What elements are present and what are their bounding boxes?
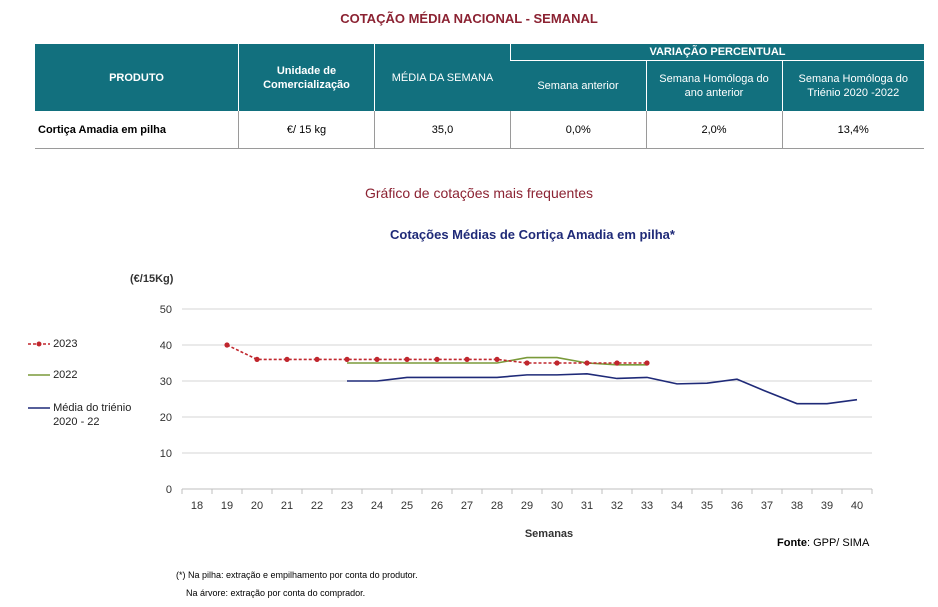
x-tick-label: 39 <box>821 500 833 512</box>
data-point <box>224 342 230 348</box>
data-point <box>494 356 500 362</box>
source-label: Fonte <box>777 537 807 549</box>
legend-swatch-2022 <box>28 374 50 376</box>
page-title: COTAÇÃO MÉDIA NACIONAL - SEMANAL <box>340 11 598 26</box>
data-point <box>404 356 410 362</box>
x-tick-label: 28 <box>491 500 503 512</box>
header-variacao: VARIAÇÃO PERCENTUAL <box>510 44 924 61</box>
x-tick-label: 34 <box>671 500 683 512</box>
series-line-1 <box>347 356 647 366</box>
x-tick-label: 21 <box>281 500 293 512</box>
data-point <box>344 356 350 362</box>
header-homologa-trienio: Semana Homóloga do Triénio 2020 -2022 <box>781 60 924 111</box>
x-tick-label: 29 <box>521 500 533 512</box>
series-line-2 <box>347 372 858 405</box>
x-tick-label: 40 <box>851 500 863 512</box>
legend-item-media-trienio: Média do triénio 2020 - 22 <box>28 401 148 429</box>
data-point <box>374 356 380 362</box>
footnote-arvore: Na árvore: extração por conta do comprad… <box>186 588 366 598</box>
y-tick-label: 10 <box>160 448 172 460</box>
legend-item-2022: 2022 <box>28 369 78 381</box>
data-point <box>284 356 290 362</box>
legend-label-2022: 2022 <box>53 369 78 381</box>
y-tick-label: 40 <box>160 340 172 352</box>
x-tick-label: 37 <box>761 500 773 512</box>
line-chart: 0 10 20 30 40 50 18 19 20 21 22 23 24 25 26 27 28 29 30 31 3… <box>130 273 873 540</box>
x-tick-label: 32 <box>611 500 623 512</box>
cell-semana-anterior: 0,0% <box>510 111 646 149</box>
cell-unidade: €/ 15 kg <box>238 111 375 149</box>
x-tick-label: 31 <box>581 500 593 512</box>
y-tick-label: 30 <box>160 376 172 388</box>
x-axis-label: Semanas <box>525 528 573 540</box>
legend-swatch-media-trienio <box>28 407 50 409</box>
header-unidade: Unidade de Comercialização <box>238 44 375 111</box>
x-tick-label: 22 <box>311 500 323 512</box>
section-title: Gráfico de cotações mais frequentes <box>364 185 593 201</box>
x-tick-label: 19 <box>221 500 233 512</box>
header-semana-anterior: Semana anterior <box>510 60 646 111</box>
x-tick-label: 38 <box>791 500 803 512</box>
x-tick-label: 27 <box>461 500 473 512</box>
data-point <box>614 360 620 366</box>
cell-produto: Cortiça Amadia em pilha <box>35 111 239 149</box>
legend-label-2023: 2023 <box>53 338 78 350</box>
header-produto: PRODUTO <box>35 44 239 111</box>
data-point <box>644 360 650 366</box>
y-axis-label: (€/15Kg) <box>130 273 174 285</box>
x-tick-label: 20 <box>251 500 263 512</box>
legend-label-media-trienio: Média do triénio 2020 - 22 <box>53 402 132 428</box>
x-tick-label: 23 <box>341 500 353 512</box>
x-tick-label: 24 <box>371 500 383 512</box>
x-tick-label: 30 <box>551 500 563 512</box>
y-tick-label: 0 <box>166 484 172 496</box>
data-point <box>434 356 440 362</box>
x-tick-label: 36 <box>731 500 743 512</box>
cell-homologa-ano: 2,0% <box>645 111 782 149</box>
footnote-pilha: (*) Na pilha: extração e empilhamento po… <box>176 570 418 580</box>
legend-swatch-2023 <box>28 341 50 347</box>
source-value: : GPP/ SIMA <box>806 537 870 549</box>
data-point <box>554 360 560 366</box>
y-tick-label: 50 <box>160 304 172 316</box>
data-point <box>524 360 530 366</box>
cell-media: 35,0 <box>374 111 511 149</box>
y-tick-label: 20 <box>160 412 172 424</box>
cell-homologa-trienio: 13,4% <box>781 111 924 149</box>
table-row: Cortiça Amadia em pilha €/ 15 kg 35,0 0,… <box>35 111 924 149</box>
header-media: MÉDIA DA SEMANA <box>374 44 511 111</box>
x-tick-label: 26 <box>431 500 443 512</box>
x-tick-label: 18 <box>191 500 203 512</box>
x-tick-label: 35 <box>701 500 713 512</box>
data-point <box>464 356 470 362</box>
legend-item-2023: 2023 <box>28 338 78 350</box>
data-point <box>584 360 590 366</box>
header-homologa-ano: Semana Homóloga do ano anterior <box>645 60 782 111</box>
data-point <box>314 356 320 362</box>
chart-title: Cotações Médias de Cortiça Amadia em pil… <box>390 227 675 242</box>
source-note: Fonte: GPP/ SIMA <box>777 537 869 549</box>
x-tick-label: 25 <box>401 500 413 512</box>
x-tick-label: 33 <box>641 500 653 512</box>
price-summary-table: PRODUTO Unidade de Comercialização MÉDIA… <box>35 44 924 149</box>
data-point <box>254 356 260 362</box>
